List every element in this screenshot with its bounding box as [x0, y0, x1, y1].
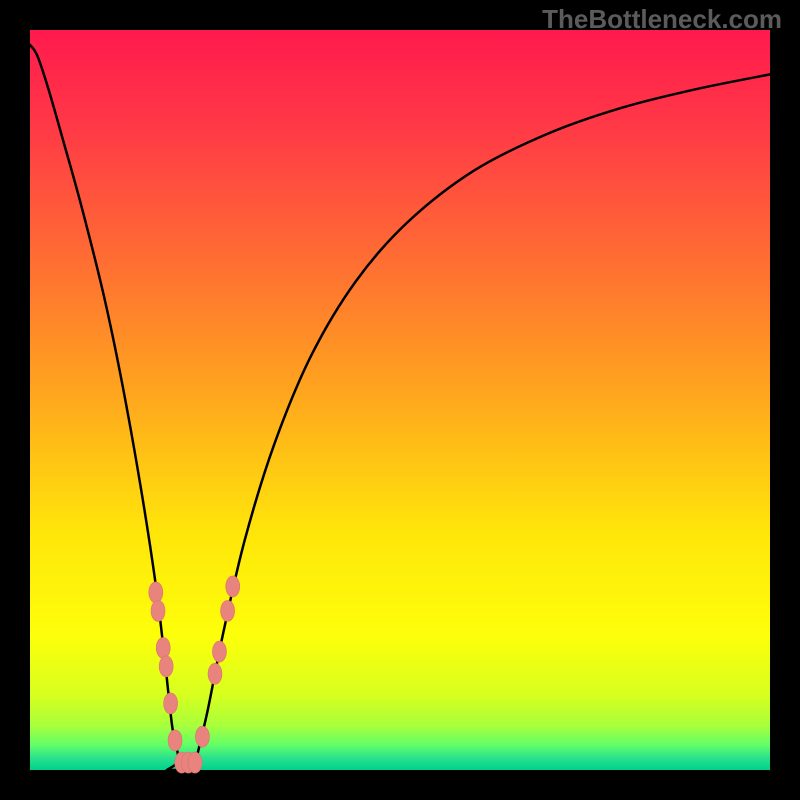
data-marker: [195, 726, 209, 747]
data-marker: [221, 600, 235, 621]
watermark-text: TheBottleneck.com: [542, 4, 782, 35]
curve-layer: [0, 0, 800, 800]
data-marker: [208, 663, 222, 684]
bottleneck-curve: [30, 45, 770, 770]
data-marker: [159, 656, 173, 677]
chart-container: TheBottleneck.com: [0, 0, 800, 800]
data-marker: [168, 730, 182, 751]
data-marker: [164, 693, 178, 714]
data-marker: [151, 600, 165, 621]
data-marker: [156, 637, 170, 658]
data-marker: [188, 752, 202, 773]
data-marker: [149, 582, 163, 603]
data-marker: [212, 641, 226, 662]
data-marker: [226, 576, 240, 597]
